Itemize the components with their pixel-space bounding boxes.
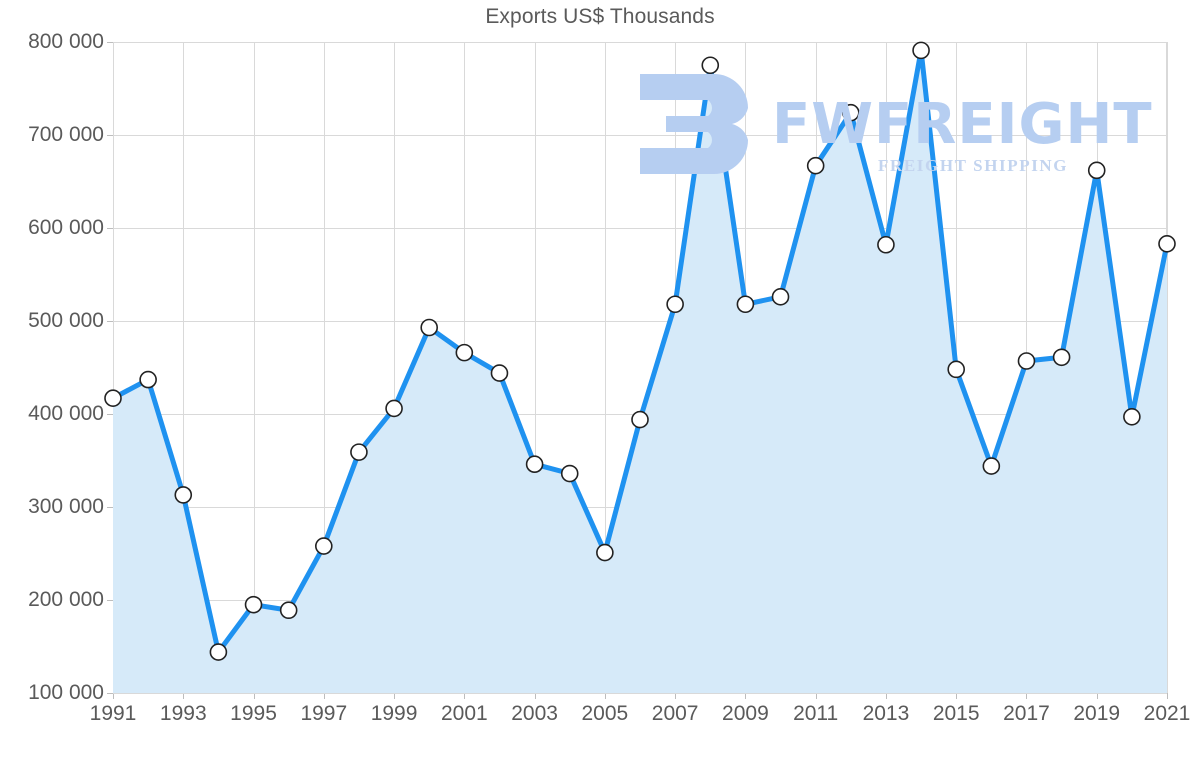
- x-axis-tick-label: 1997: [300, 702, 348, 725]
- x-axis-tick-mark: [956, 693, 958, 699]
- data-point-marker[interactable]: [279, 601, 298, 620]
- data-point-marker[interactable]: [1123, 407, 1141, 426]
- data-point-marker[interactable]: [982, 457, 1001, 475]
- gridline-vertical: [183, 42, 184, 693]
- y-axis-tick-label: 300 000: [28, 495, 104, 518]
- x-axis-tick-label: 1993: [159, 702, 207, 725]
- plot-area: [104, 41, 1176, 694]
- gridline-vertical: [324, 42, 325, 693]
- gridline-horizontal: [113, 321, 1167, 322]
- x-axis-tick-label: 2021: [1143, 702, 1191, 725]
- x-axis-tick-label: 2003: [511, 702, 558, 725]
- x-axis-tick-label: 2009: [722, 702, 769, 725]
- y-axis-tick-mark: [107, 228, 113, 229]
- x-axis-tick-mark: [113, 693, 114, 699]
- y-axis-tick-label: 800 000: [28, 30, 104, 53]
- data-point-marker[interactable]: [877, 235, 895, 254]
- chart-title: Exports US$ Thousands: [485, 5, 715, 28]
- x-axis-tick-label: 2015: [932, 702, 980, 725]
- x-axis-tick-mark: [183, 693, 185, 699]
- data-point-marker[interactable]: [350, 443, 368, 461]
- x-axis-tick-label: 2005: [581, 702, 629, 725]
- gridline-vertical: [113, 42, 114, 693]
- gridline-vertical: [394, 42, 395, 693]
- data-point-marker[interactable]: [1087, 161, 1106, 180]
- gridline-vertical: [535, 42, 536, 693]
- y-axis-tick-mark: [107, 135, 113, 136]
- y-axis-tick-mark: [107, 600, 113, 601]
- data-point-marker[interactable]: [1052, 348, 1071, 367]
- x-axis-tick-mark: [1026, 693, 1028, 699]
- data-point-marker[interactable]: [174, 486, 193, 504]
- data-point-marker[interactable]: [701, 56, 720, 75]
- data-point-marker[interactable]: [525, 455, 544, 474]
- data-point-marker[interactable]: [806, 156, 825, 175]
- y-axis-tick-label: 200 000: [28, 588, 104, 611]
- x-axis-tick-label: 2017: [1003, 702, 1050, 725]
- x-axis-tick-label: 1999: [370, 702, 418, 725]
- data-point-marker[interactable]: [666, 295, 684, 314]
- y-axis-tick-mark: [107, 693, 113, 694]
- x-axis-tick-mark: [745, 693, 747, 699]
- x-axis-tick-label: 2011: [793, 702, 839, 725]
- data-point-marker[interactable]: [947, 360, 966, 379]
- data-point-marker[interactable]: [841, 103, 860, 122]
- x-axis-tick-mark: [885, 693, 887, 699]
- x-axis-tick-mark: [323, 693, 325, 699]
- area-fill: [113, 50, 1167, 694]
- x-axis-tick-mark: [815, 693, 817, 699]
- x-axis-tick-mark: [1167, 693, 1168, 699]
- x-axis-tick-label: 1995: [230, 702, 277, 725]
- x-axis-tick-mark: [675, 693, 677, 699]
- x-axis-tick-label: 2013: [862, 702, 910, 725]
- y-axis-tick-mark: [107, 321, 113, 322]
- x-axis-tick-label: 1991: [89, 702, 137, 725]
- data-point-marker[interactable]: [596, 543, 614, 562]
- y-axis: 100 000 200 000 300 000 400 000 500 000 600 0…: [0, 0, 104, 763]
- x-axis-tick-mark: [464, 693, 466, 699]
- data-point-marker[interactable]: [104, 389, 122, 407]
- gridline-horizontal: [113, 228, 1167, 229]
- data-point-marker[interactable]: [1017, 352, 1036, 370]
- y-axis-tick-label: 600 000: [28, 216, 104, 239]
- data-point-marker[interactable]: [560, 464, 579, 483]
- x-axis-tick-label: 2019: [1073, 702, 1121, 725]
- data-point-marker[interactable]: [420, 318, 439, 337]
- data-point-marker[interactable]: [315, 537, 333, 555]
- y-axis-tick-label: 100 000: [28, 681, 104, 704]
- data-point-marker[interactable]: [209, 643, 228, 661]
- data-point-marker[interactable]: [1158, 235, 1176, 253]
- y-axis-tick-mark: [107, 414, 113, 415]
- gridline-vertical: [605, 42, 606, 693]
- x-axis-tick-mark: [394, 693, 396, 699]
- data-point-marker[interactable]: [244, 595, 263, 614]
- x-axis-tick-mark: [534, 693, 536, 699]
- series-exports: [104, 41, 1176, 694]
- data-point-marker[interactable]: [455, 343, 474, 362]
- x-axis-tick-label: 2001: [440, 702, 488, 725]
- data-point-marker[interactable]: [771, 288, 790, 306]
- data-point-markers: [104, 41, 1176, 661]
- x-axis-tick-label: 2007: [651, 702, 699, 725]
- x-axis-tick-mark: [604, 693, 606, 699]
- y-axis-tick-mark: [107, 42, 113, 43]
- y-axis-tick-label: 500 000: [28, 309, 104, 332]
- data-point-marker[interactable]: [385, 399, 403, 418]
- gridline-vertical: [1167, 42, 1168, 693]
- x-axis-tick-mark: [1096, 693, 1098, 699]
- data-point-marker[interactable]: [490, 364, 509, 382]
- data-point-marker[interactable]: [912, 41, 930, 60]
- y-axis-tick-mark: [107, 507, 113, 508]
- y-axis-tick-label: 400 000: [28, 402, 104, 425]
- y-axis-tick-label: 700 000: [28, 123, 104, 146]
- data-point-marker[interactable]: [736, 295, 755, 314]
- gridline-vertical: [254, 42, 255, 693]
- x-axis-tick-mark: [253, 693, 255, 699]
- gridline-horizontal: [113, 693, 1167, 694]
- data-point-marker[interactable]: [139, 370, 157, 389]
- data-point-marker[interactable]: [631, 410, 649, 429]
